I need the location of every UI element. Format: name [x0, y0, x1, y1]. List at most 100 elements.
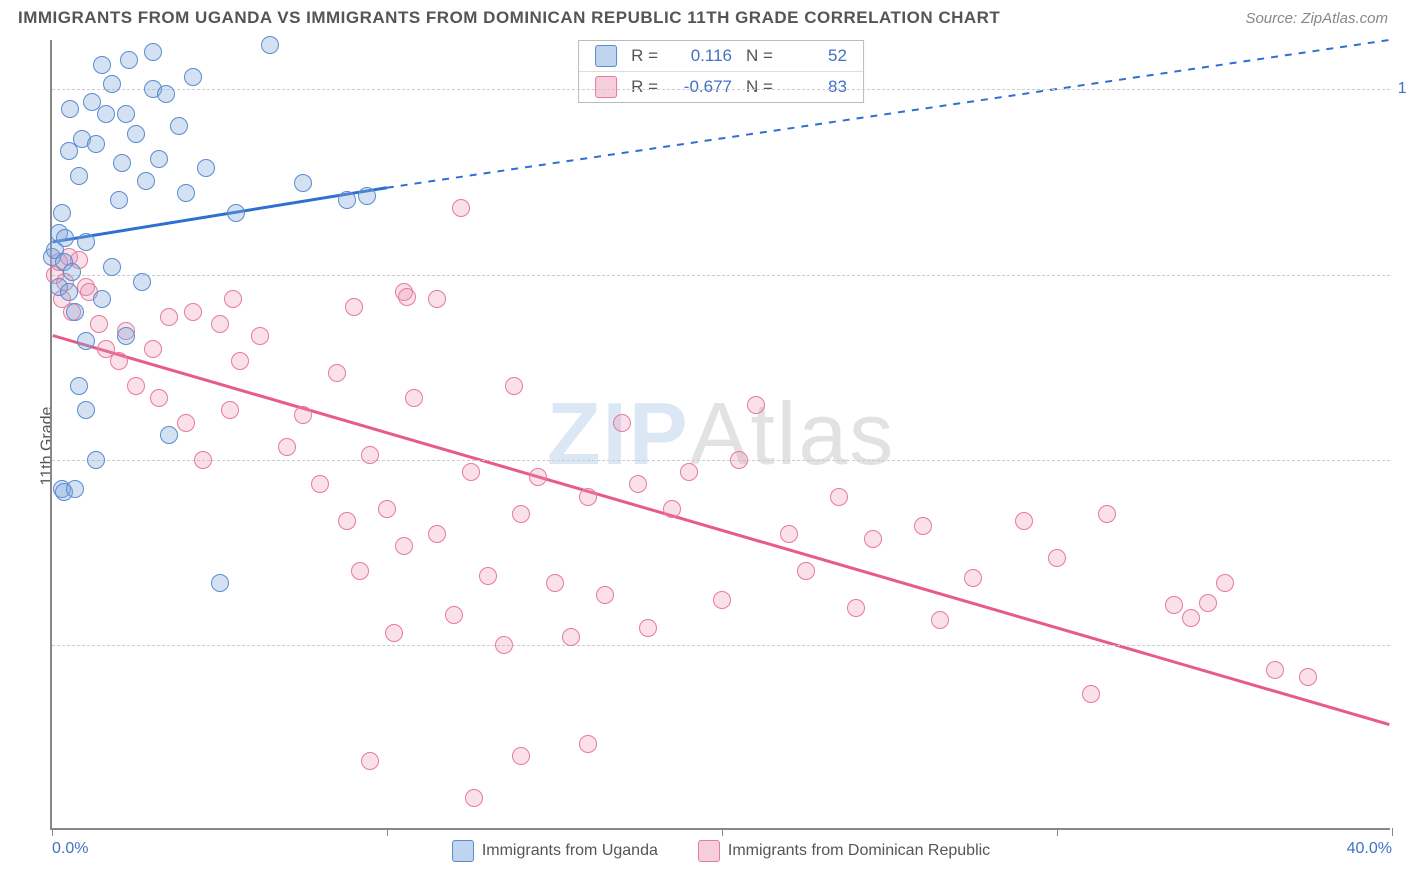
gridline-h — [52, 89, 1390, 90]
r-value-dominican: -0.677 — [672, 77, 732, 97]
dominican-point — [747, 396, 765, 414]
uganda-point — [127, 125, 145, 143]
dominican-point — [613, 414, 631, 432]
uganda-point — [133, 273, 151, 291]
dominican-point — [847, 599, 865, 617]
uganda-point — [93, 56, 111, 74]
dominican-point — [150, 389, 168, 407]
n-label: N = — [746, 77, 773, 97]
uganda-point — [77, 332, 95, 350]
dominican-point — [512, 505, 530, 523]
swatch-uganda-icon — [452, 840, 474, 862]
dominican-point — [428, 290, 446, 308]
xtick-mark — [1392, 828, 1393, 836]
dominican-point — [1015, 512, 1033, 530]
dominican-point — [1182, 609, 1200, 627]
dominican-point — [405, 389, 423, 407]
uganda-point — [87, 451, 105, 469]
uganda-point — [56, 229, 74, 247]
dominican-point — [546, 574, 564, 592]
n-value-uganda: 52 — [787, 46, 847, 66]
legend-label-dominican: Immigrants from Dominican Republic — [728, 842, 990, 860]
dominican-point — [864, 530, 882, 548]
uganda-point — [103, 75, 121, 93]
uganda-point — [211, 574, 229, 592]
dominican-point — [579, 735, 597, 753]
uganda-point — [66, 480, 84, 498]
dominican-point — [395, 537, 413, 555]
legend-row-dominican: R = -0.677 N = 83 — [579, 71, 863, 102]
uganda-point — [117, 105, 135, 123]
dominican-point — [465, 789, 483, 807]
uganda-point — [77, 233, 95, 251]
dominican-point — [1216, 574, 1234, 592]
dominican-point — [512, 747, 530, 765]
dominican-point — [579, 488, 597, 506]
uganda-point — [113, 154, 131, 172]
xtick-mark — [52, 828, 53, 836]
dominican-point — [663, 500, 681, 518]
uganda-point — [53, 204, 71, 222]
dominican-point — [1299, 668, 1317, 686]
dominican-point — [629, 475, 647, 493]
dominican-point — [680, 463, 698, 481]
uganda-point — [117, 327, 135, 345]
uganda-point — [70, 167, 88, 185]
dominican-point — [562, 628, 580, 646]
dominican-point — [361, 752, 379, 770]
uganda-point — [197, 159, 215, 177]
dominican-point — [184, 303, 202, 321]
uganda-point — [61, 100, 79, 118]
dominican-point — [445, 606, 463, 624]
dominican-point — [194, 451, 212, 469]
series-legend: Immigrants from Uganda Immigrants from D… — [52, 840, 1390, 862]
uganda-point — [137, 172, 155, 190]
dominican-point — [931, 611, 949, 629]
dominican-point — [294, 406, 312, 424]
dominican-point — [278, 438, 296, 456]
uganda-point — [150, 150, 168, 168]
swatch-uganda — [595, 45, 617, 67]
uganda-point — [110, 191, 128, 209]
dominican-point — [378, 500, 396, 518]
xtick-label: 0.0% — [52, 840, 88, 858]
ytick-label: 77.5% — [1394, 636, 1406, 654]
uganda-point — [97, 105, 115, 123]
swatch-dominican-icon — [698, 840, 720, 862]
dominican-point — [1048, 549, 1066, 567]
dominican-point — [177, 414, 195, 432]
dominican-point — [797, 562, 815, 580]
xtick-label: 40.0% — [1347, 840, 1392, 858]
dominican-point — [830, 488, 848, 506]
legend-item-dominican: Immigrants from Dominican Republic — [698, 840, 990, 862]
gridline-h — [52, 275, 1390, 276]
xtick-mark — [722, 828, 723, 836]
uganda-point — [144, 43, 162, 61]
dominican-point — [1082, 685, 1100, 703]
r-value-uganda: 0.116 — [672, 46, 732, 66]
legend-item-uganda: Immigrants from Uganda — [452, 840, 658, 862]
chart-header: IMMIGRANTS FROM UGANDA VS IMMIGRANTS FRO… — [0, 0, 1406, 32]
swatch-dominican — [595, 76, 617, 98]
dominican-point — [914, 517, 932, 535]
n-label: N = — [746, 46, 773, 66]
dominican-point — [251, 327, 269, 345]
ytick-label: 92.5% — [1394, 266, 1406, 284]
dominican-point — [385, 624, 403, 642]
uganda-point — [227, 204, 245, 222]
dominican-point — [462, 463, 480, 481]
uganda-point — [93, 290, 111, 308]
n-value-dominican: 83 — [787, 77, 847, 97]
chart-source: Source: ZipAtlas.com — [1245, 10, 1388, 27]
dominican-point — [495, 636, 513, 654]
dominican-point — [1266, 661, 1284, 679]
gridline-h — [52, 460, 1390, 461]
dominican-point — [639, 619, 657, 637]
trend-lines-layer — [52, 40, 1390, 828]
trend-line — [387, 40, 1389, 188]
dominican-point — [428, 525, 446, 543]
uganda-point — [358, 187, 376, 205]
dominican-point — [398, 288, 416, 306]
uganda-point — [338, 191, 356, 209]
dominican-point — [110, 352, 128, 370]
